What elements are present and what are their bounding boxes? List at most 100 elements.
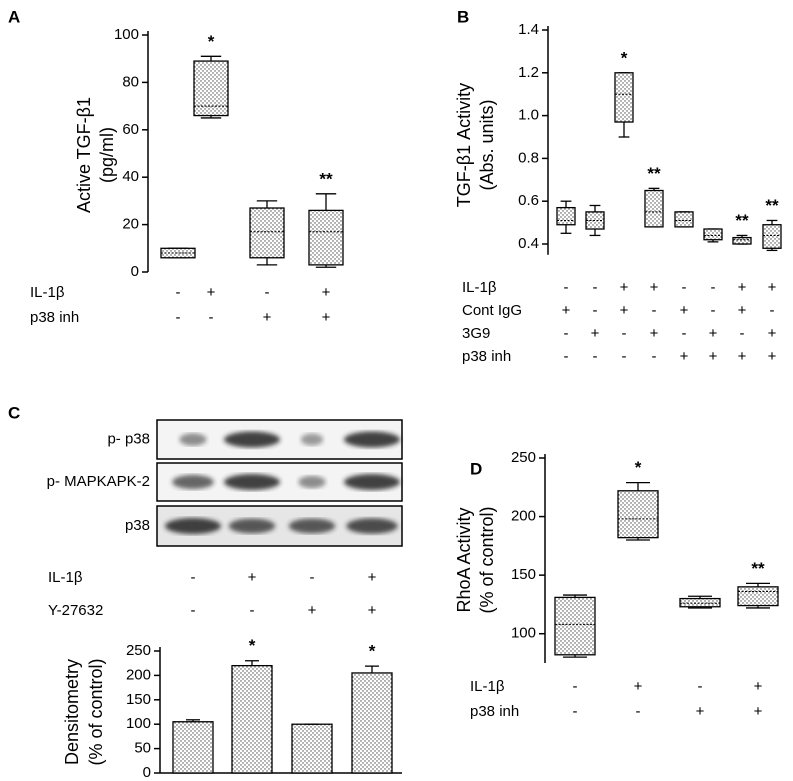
condition-value: - [593,302,598,319]
blot-label: p- p38 [107,430,150,447]
blot-band [344,431,400,448]
blot-band [298,475,326,489]
condition-value: + [263,309,272,326]
condition-label: IL-1β [462,279,497,296]
condition-value: - [593,279,598,296]
significance: * [635,458,642,477]
significance: * [621,48,628,67]
condition-value: + [634,678,643,695]
y-axis-label: RhoA Activity [454,507,474,612]
bar [172,721,214,774]
condition-value: + [650,279,659,296]
condition-value: - [564,348,569,365]
y-axis-label: (pg/ml) [97,127,117,183]
condition-label: IL-1β [470,678,505,695]
condition-value: - [564,279,569,296]
condition-value: + [680,348,689,365]
significance: ** [319,169,333,188]
condition-value: + [591,325,600,342]
y-tick-label: 0.4 [518,235,539,252]
y-tick-label: 0 [131,263,139,280]
condition-value: - [176,284,181,301]
y-axis-label: Densitometry [62,659,82,765]
blot-band [346,518,398,534]
condition-value: + [768,325,777,342]
y-tick-label: 100 [114,26,139,43]
y-tick-label: 250 [511,449,536,466]
box [674,211,694,228]
condition-value: - [573,703,578,720]
y-tick-label: 0 [143,764,151,781]
y-tick-label: 0.8 [518,149,539,166]
significance: * [369,642,376,661]
y-tick-label: 1.4 [518,21,539,38]
condition-value: - [176,309,181,326]
blot-band [228,518,276,534]
y-axis-label: (% of control) [86,658,106,765]
significance: * [208,32,215,51]
condition-value: - [652,348,657,365]
condition-value: + [738,302,747,319]
condition-value: - [622,325,627,342]
condition-value: - [770,302,775,319]
condition-value: - [636,703,641,720]
condition-value: - [209,309,214,326]
condition-label: Cont IgG [462,302,522,319]
box [737,586,779,607]
condition-value: - [265,284,270,301]
panel-letter: B [457,7,469,26]
box [614,72,634,123]
condition-value: - [564,325,569,342]
box [762,224,782,249]
condition-value: - [698,678,703,695]
significance: * [249,636,256,655]
condition-value: - [711,302,716,319]
blot-band [172,474,214,490]
panel-letter: D [470,459,482,478]
box [703,228,723,241]
y-axis-label: TGF-β1 Activity [454,83,474,207]
condition-value: - [652,302,657,319]
condition-value: - [593,348,598,365]
panel-letter: A [8,7,20,26]
y-axis-label: (Abs. units) [477,99,497,190]
condition-value: - [191,602,196,619]
condition-label: IL-1β [30,284,65,301]
condition-value: - [191,569,196,586]
box [249,207,285,259]
condition-value: + [768,279,777,296]
bar [231,664,273,774]
y-tick-label: 250 [126,642,151,659]
y-tick-label: 0.6 [518,192,539,209]
y-axis-label: (% of control) [477,506,497,613]
condition-value: + [322,309,331,326]
condition-value: + [562,302,571,319]
box [617,490,659,539]
y-tick-label: 80 [122,73,139,90]
y-tick-label: 1.0 [518,107,539,124]
condition-value: + [322,284,331,301]
significance: ** [751,559,765,578]
y-tick-label: 150 [126,691,151,708]
condition-value: + [620,279,629,296]
y-tick-label: 20 [122,216,139,233]
condition-value: + [709,348,718,365]
y-tick-label: 60 [122,121,139,138]
box [644,189,664,228]
condition-value: - [250,602,255,619]
box [732,236,752,245]
significance: ** [647,164,661,183]
condition-value: + [738,348,747,365]
blot-band [179,433,207,446]
box [308,209,344,266]
blot-label: p38 [125,517,150,534]
condition-value: + [368,602,377,619]
condition-value: - [682,325,687,342]
condition-label: IL-1β [48,569,83,586]
condition-value: + [680,302,689,319]
blot-band [288,518,336,534]
significance: ** [765,196,779,215]
condition-value: - [711,279,716,296]
y-axis-label: Active TGF-β1 [74,97,94,213]
